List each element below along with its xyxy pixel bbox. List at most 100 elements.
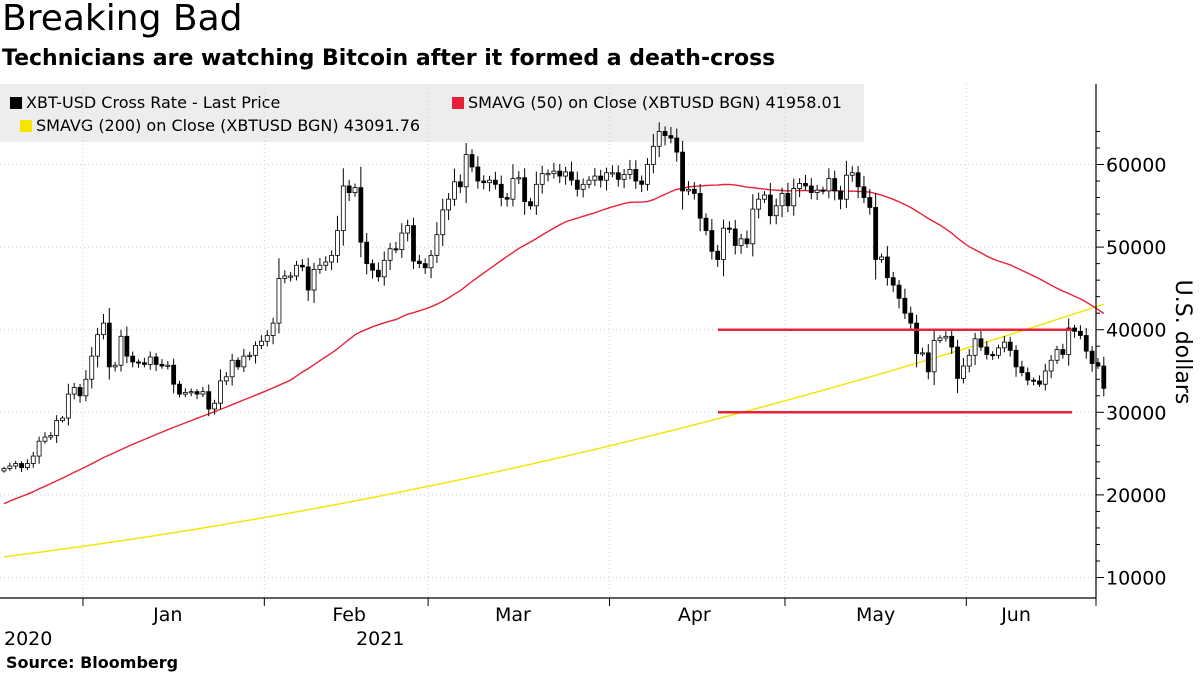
candle-body — [627, 169, 633, 175]
y-tick-label: 40000 — [1106, 320, 1166, 342]
candle-body — [329, 254, 335, 263]
legend-swatch-sma50 — [452, 97, 464, 109]
candle-body — [691, 188, 697, 194]
candle-body — [668, 135, 674, 139]
candle-body — [235, 359, 241, 368]
candle-body — [487, 179, 492, 184]
x-tick-label: Mar — [495, 604, 531, 626]
candle-body — [411, 225, 416, 262]
candle-body — [218, 380, 223, 404]
candle-body — [393, 248, 399, 251]
candle-body — [335, 230, 340, 256]
candle-body — [873, 207, 879, 260]
candle-body — [42, 436, 48, 442]
candle-body — [937, 337, 943, 341]
candle-body — [715, 250, 721, 260]
legend-item-price: XBT-USD Cross Rate - Last Price — [10, 93, 280, 112]
candle-body — [849, 172, 855, 176]
candle-body — [469, 154, 475, 168]
candle-body — [767, 194, 773, 217]
candle-body — [563, 171, 568, 177]
candle-body — [1001, 341, 1007, 349]
candle-body — [188, 391, 194, 394]
candle-body — [317, 264, 323, 270]
candle-body — [1089, 350, 1095, 364]
candle-body — [118, 335, 124, 366]
candle-body — [399, 232, 405, 250]
candle-body — [762, 194, 767, 200]
candle-body — [844, 174, 849, 200]
series-line-sma50 — [3, 183, 1105, 505]
y-tick-label: 10000 — [1106, 568, 1166, 590]
candle-body — [253, 344, 258, 356]
candle-body — [732, 228, 738, 246]
candle-body — [738, 238, 744, 246]
x-tick-label: May — [856, 604, 895, 626]
candle-body — [551, 170, 557, 174]
legend-item-sma200: SMAVG (200) on Close (XBTUSD BGN) 43091.… — [20, 116, 420, 135]
candle-body — [949, 335, 955, 348]
candle-body — [282, 275, 288, 279]
candle-body — [955, 346, 960, 379]
candle-body — [803, 183, 808, 187]
candle-body — [1019, 366, 1025, 374]
candle-body — [381, 259, 387, 278]
legend-swatch-sma200 — [20, 120, 32, 132]
candle-body — [545, 173, 551, 176]
candle-body — [1025, 372, 1031, 381]
candle-body — [405, 225, 411, 234]
candle-body — [604, 172, 609, 181]
candle-body — [352, 187, 358, 193]
chart-title: Breaking Bad — [2, 0, 243, 39]
candle-body — [492, 179, 498, 185]
candle-body — [1083, 335, 1089, 352]
candle-body — [820, 189, 826, 192]
y-tick-label: 20000 — [1106, 485, 1166, 507]
candle-body — [1042, 370, 1048, 385]
candle-body — [311, 269, 317, 291]
candle-body — [463, 154, 469, 188]
candle-body — [24, 463, 30, 469]
candle-body — [147, 356, 153, 365]
candle-body — [1078, 330, 1083, 336]
candle-body — [101, 322, 106, 336]
candle-body — [510, 178, 516, 200]
candle-body — [48, 435, 54, 438]
candle-body — [580, 183, 586, 190]
candle-body — [440, 209, 446, 236]
legend-item-sma50: SMAVG (50) on Close (XBTUSD BGN) 41958.0… — [452, 93, 842, 112]
candle-body — [996, 347, 1001, 356]
candle-body — [206, 391, 212, 410]
candle-body — [674, 137, 680, 153]
candle-body — [141, 362, 147, 365]
candle-body — [610, 172, 615, 175]
candle-body — [1, 468, 7, 472]
candle-body — [340, 185, 346, 231]
candle-body — [19, 463, 24, 469]
candle-body — [744, 238, 750, 245]
candle-body — [370, 263, 375, 271]
candle-body — [516, 177, 522, 180]
candle-body — [925, 352, 931, 373]
candle-body — [709, 230, 715, 252]
candle-body — [791, 188, 797, 207]
candle-body — [77, 387, 83, 397]
candle-body — [30, 455, 36, 464]
candle-body — [756, 198, 762, 210]
candle-body — [1037, 380, 1042, 385]
candle-body — [375, 269, 381, 278]
candle-body — [475, 166, 481, 182]
candle-body — [861, 186, 867, 198]
candle-body — [797, 183, 802, 189]
candle-body — [522, 177, 528, 203]
candle-body — [1054, 349, 1060, 361]
x-tick-label: Feb — [332, 604, 366, 626]
candle-body — [808, 185, 814, 193]
candle-body — [1066, 327, 1072, 355]
source-note: Source: Bloomberg — [6, 653, 179, 672]
candle-body — [1072, 327, 1077, 332]
candle-body — [639, 180, 645, 185]
candle-body — [972, 338, 978, 356]
candle-body — [855, 172, 861, 188]
candle-body — [867, 197, 873, 208]
